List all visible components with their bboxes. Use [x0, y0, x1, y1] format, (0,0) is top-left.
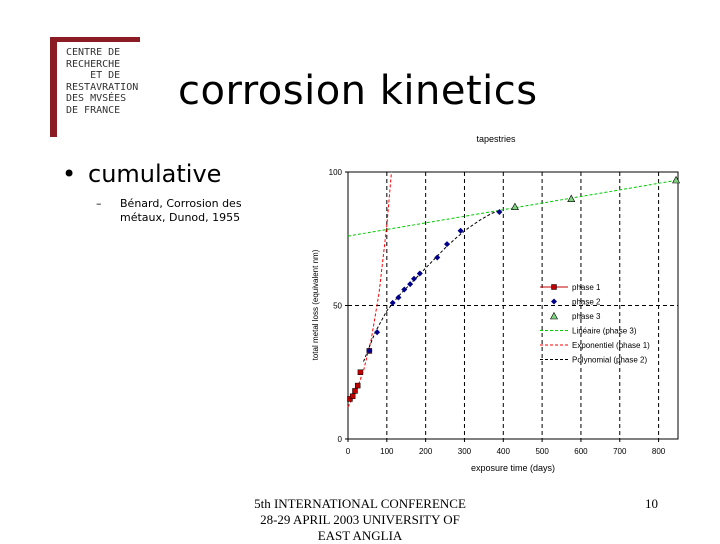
- slide-title: corrosion kinetics: [178, 68, 538, 114]
- data-point: [407, 281, 414, 288]
- y-tick-label: 50: [333, 302, 342, 311]
- data-point: [457, 227, 464, 234]
- data-point: [374, 329, 381, 336]
- bullet-dot: •: [62, 160, 77, 188]
- x-tick-label: 400: [497, 447, 511, 456]
- c2rmf-logo: CENTRE DE RECHERCHE ET DE RESTAVRATION D…: [50, 37, 140, 137]
- sub-bullet-dash: –: [96, 197, 102, 210]
- x-tick-label: 0: [346, 447, 351, 456]
- legend-label: phase 1: [572, 283, 601, 292]
- legend-label: phase 2: [572, 298, 601, 307]
- x-tick-label: 700: [613, 447, 627, 456]
- legend-label: Polynomial (phase 2): [572, 356, 647, 365]
- legend-label: phase 3: [572, 312, 601, 321]
- data-point: [389, 299, 396, 306]
- page-number: 10: [645, 496, 658, 511]
- data-point: [395, 294, 402, 301]
- trendline: [363, 210, 500, 362]
- data-point: [496, 209, 503, 216]
- bullet-cumulative: cumulative: [88, 160, 222, 188]
- data-point: [411, 275, 417, 282]
- legend-label: Exponentiel (phase 1): [572, 341, 650, 350]
- y-tick-label: 0: [338, 435, 343, 444]
- legend-marker: [551, 284, 557, 290]
- logo-accent-bar: [50, 37, 140, 42]
- legend: phase 1 phase 2 phase 3 Linéaire (phase 3) E…: [540, 283, 650, 365]
- grid-layer: [347, 171, 679, 440]
- x-tick-label: 500: [535, 447, 549, 456]
- x-axis-label: exposure time (days): [471, 463, 555, 473]
- logo-text: CENTRE DE RECHERCHE ET DE RESTAVRATION D…: [66, 47, 139, 116]
- footer-conference: 5th INTERNATIONAL CONFERENCE 28-29 APRIL…: [254, 496, 466, 543]
- x-tick-label: 800: [652, 447, 666, 456]
- x-tick-label: 300: [458, 447, 472, 456]
- x-tick-label: 600: [574, 447, 588, 456]
- axis-layer: 0 100 200 300 400 500 600 700 800 0 50 100: [329, 168, 666, 456]
- data-point: [434, 254, 441, 261]
- data-point: [510, 202, 519, 211]
- data-point: [444, 241, 450, 248]
- legend-label: Linéaire (phase 3): [572, 327, 637, 336]
- data-point: [401, 286, 408, 293]
- data-point: [416, 270, 423, 277]
- data-point-layer: [347, 175, 681, 402]
- data-point: [672, 175, 681, 184]
- logo-accent-side: [50, 37, 57, 137]
- legend-marker: [549, 311, 559, 320]
- data-point: [567, 194, 576, 202]
- data-point: [357, 369, 364, 375]
- data-point: [349, 393, 356, 400]
- y-tick-label: 100: [329, 168, 343, 177]
- chart-title: tapestries: [476, 134, 516, 144]
- legend-marker: [551, 298, 557, 305]
- data-point: [366, 347, 373, 354]
- data-point: [354, 382, 361, 389]
- y-axis-label: total metal loss (equivalent nm): [311, 249, 320, 360]
- reference-citation: Bénard, Corrosion des métaux, Dunod, 195…: [120, 197, 242, 224]
- x-tick-label: 200: [419, 447, 433, 456]
- data-point: [352, 388, 358, 394]
- x-tick-label: 100: [380, 447, 394, 456]
